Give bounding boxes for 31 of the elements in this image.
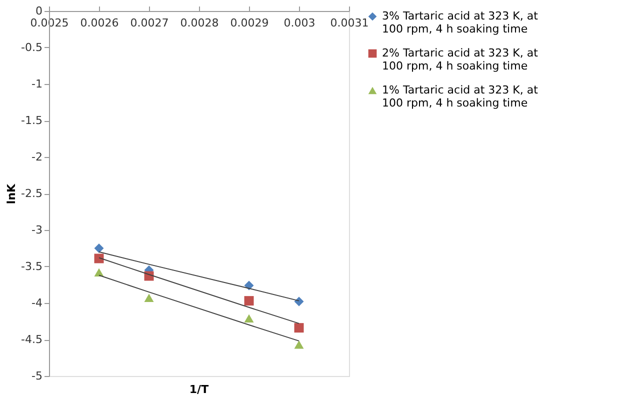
x-tick-label: 0.0025 bbox=[30, 16, 69, 30]
y-tick-label: -3 bbox=[32, 224, 42, 236]
y-tick-label: -4 bbox=[32, 296, 42, 310]
y-tick-label: 0 bbox=[36, 4, 42, 18]
legend-label: 2% Tartaric acid at 323 K, at 100 rpm, 4 h soaking time bbox=[382, 46, 539, 72]
point bbox=[294, 323, 304, 333]
x-tick-label: 0.003 bbox=[284, 16, 316, 30]
y-tick-label: -4.5 bbox=[21, 333, 42, 346]
y-tick-label: -3.5 bbox=[21, 260, 42, 273]
legend-label: 1% Tartaric acid at 323 K, at 100 rpm, 4 h soaking time bbox=[382, 84, 539, 110]
point bbox=[244, 314, 254, 322]
x-axis-title: 1/T bbox=[189, 383, 210, 396]
point bbox=[244, 280, 254, 290]
x-tick-label: 0.0026 bbox=[80, 16, 119, 30]
point bbox=[294, 340, 304, 349]
y-axis-title: lnK bbox=[5, 183, 18, 204]
x-tick-label: 0.0031 bbox=[330, 16, 369, 30]
y-tick-label: -2 bbox=[32, 150, 42, 164]
y-tick-label: -1 bbox=[32, 78, 42, 90]
x-tick-label: 0.0028 bbox=[180, 16, 219, 30]
x-tick-label: 0.0027 bbox=[130, 16, 169, 30]
legend-label: 3% Tartaric acid at 323 K, at 100 rpm, 4 h soaking time bbox=[382, 10, 539, 36]
y-tick-label: -2.5 bbox=[21, 187, 42, 200]
y-tick-label: -0.5 bbox=[21, 41, 42, 54]
point bbox=[294, 296, 304, 306]
y-tick-label: -5 bbox=[32, 370, 42, 382]
point bbox=[244, 296, 254, 306]
x-tick-label: 0.0029 bbox=[230, 16, 269, 30]
y-tick-label: -1.5 bbox=[21, 114, 42, 127]
point bbox=[94, 254, 104, 264]
point bbox=[144, 294, 154, 302]
